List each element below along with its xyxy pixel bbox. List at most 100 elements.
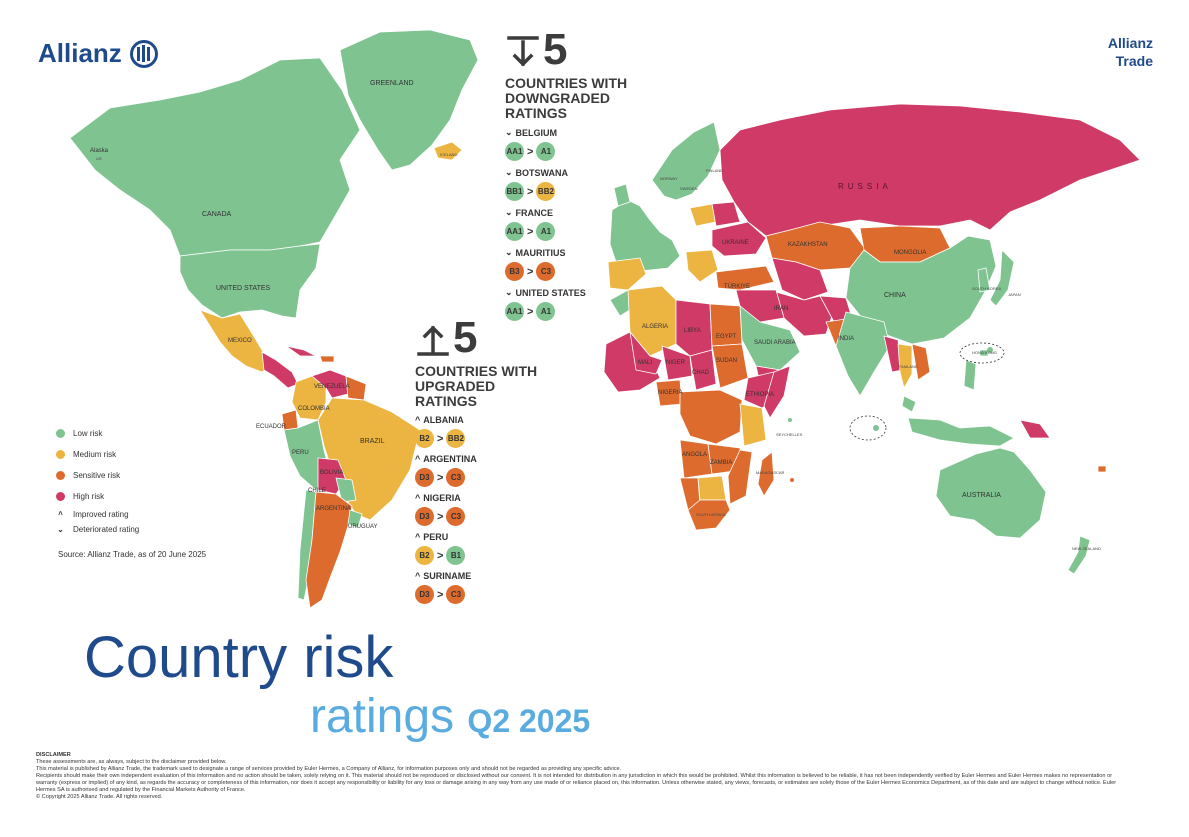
downgrades-header: 5 [505, 28, 627, 72]
rating-from-badge: BB1 [505, 182, 524, 201]
label-sweden: SWEDEN [680, 186, 698, 191]
label-mexico: MEXICO [228, 338, 252, 344]
page-subtitle-year: Q2 2025 [467, 703, 591, 739]
downgrade-ratings: B3 > C3 [505, 262, 627, 281]
label-ecuador: ECUADOR [256, 424, 287, 430]
label-russia: RUSSIA [838, 182, 892, 191]
disclaimer: DISCLAIMER These assessments are, as alw… [36, 752, 1126, 801]
label-mongolia: MONGOLIA [894, 250, 927, 256]
trade-logo-line1: Allianz [1107, 35, 1153, 51]
allianz-eagle-icon [129, 39, 158, 68]
rating-arrow: > [437, 432, 444, 445]
rating-from-badge: AA1 [505, 222, 524, 241]
chevron-up-icon: ^ [415, 532, 421, 542]
region-mozambique [727, 449, 753, 505]
label-seychelles: SEYCHELLES [776, 432, 803, 437]
region-malaysia [901, 395, 917, 413]
region-madagascar [757, 451, 775, 497]
label-iran: IRAN [774, 306, 789, 312]
label-canada: CANADA [202, 211, 232, 218]
chevron-up-icon: ^ [415, 415, 421, 425]
legend-sensitive-risk: Sensitive risk [56, 465, 139, 486]
region-vietnam [911, 343, 931, 381]
label-sudan: SUDAN [716, 358, 738, 364]
region-scandinavia [651, 121, 721, 201]
source-note: Source: Allianz Trade, as of 20 June 202… [58, 550, 207, 559]
upgrade-country: ^ ARGENTINA [415, 454, 537, 464]
region-iraq-syria [735, 289, 785, 323]
label-angola: ANGOLA [682, 452, 708, 458]
label-ukraine: UKRAINE [722, 240, 749, 246]
label-hong-kong: HONG KONG [972, 350, 997, 355]
chevron-down-icon: ⌄ [505, 287, 513, 297]
page-subtitle: ratings Q2 2025 [310, 690, 590, 748]
label-alaska: Alaska [90, 148, 109, 154]
downgrades-title: COUNTRIES WITH DOWNGRADED RATINGS [505, 76, 627, 121]
region-korea [977, 267, 991, 293]
label-chad: CHAD [692, 370, 710, 376]
chevron-down-icon: ⌄ [505, 127, 513, 137]
map-legend: Low risk Medium risk Sensitive risk High… [56, 423, 139, 537]
label-alaska-sub: US [96, 156, 102, 161]
rating-from-badge: D3 [415, 585, 434, 604]
marker-singapore [873, 425, 879, 431]
label-chile: CHILE [308, 488, 326, 494]
chevron-down-icon: ⌄ [505, 167, 513, 177]
legend-low-label: Low risk [73, 429, 103, 438]
downgrade-item: ⌄ FRANCE AA1 > A1 [505, 207, 627, 241]
allianz-trade-logo: Allianz Trade [1108, 34, 1153, 70]
region-botswana [697, 475, 727, 501]
disclaimer-line1: These assessments are, as always, subjec… [36, 759, 227, 765]
rating-from-badge: D3 [415, 468, 434, 487]
upgrade-country: ^ SURINAME [415, 571, 537, 581]
region-balkans [685, 249, 719, 283]
region-new-zealand [1067, 535, 1091, 575]
downgrade-ratings: BB1 > BB2 [505, 182, 627, 201]
upgrade-item: ^ SURINAME D3 > C3 [415, 571, 537, 604]
rating-from-badge: AA1 [505, 302, 524, 321]
upgrade-country-name: ALBANIA [423, 415, 464, 425]
chevron-up-icon: ^ [415, 454, 421, 464]
downgrade-item: ⌄ BELGIUM AA1 > A1 [505, 127, 627, 161]
upgrades-title: COUNTRIES WITH UPGRADED RATINGS [415, 364, 537, 409]
label-australia: AUSTRALIA [962, 492, 1001, 499]
upgrades-title-line2: UPGRADED [415, 378, 496, 394]
allianz-logo-text: Allianz [38, 38, 122, 68]
region-spain [607, 257, 647, 291]
downgrade-country: ⌄ BOTSWANA [505, 167, 627, 178]
chevron-down-icon: ⌄ [505, 247, 513, 257]
upgrades-count: 5 [453, 313, 478, 362]
label-ethiopia: ETHIOPIA [746, 392, 775, 398]
downgrades-title-line3: RATINGS [505, 105, 567, 121]
region-cuba [285, 345, 317, 357]
upgrade-country-name: PERU [423, 532, 449, 542]
region-philippines [963, 359, 977, 391]
region-poland [689, 203, 717, 227]
label-kazakhstan: KAZAKHSTAN [788, 242, 828, 248]
label-madagascar: MADAGASCAR [756, 470, 785, 475]
legend-improved-label: Improved rating [73, 510, 129, 519]
rating-to-badge: C3 [536, 262, 556, 281]
downgrade-country: ⌄ UNITED STATES [505, 287, 627, 298]
legend-sensitive-label: Sensitive risk [73, 471, 121, 480]
region-india [835, 311, 891, 397]
region-iceland [433, 141, 463, 161]
chevron-up-icon: ^ [415, 493, 421, 503]
rating-to-badge: C3 [446, 468, 466, 487]
upgrades-panel: 5 COUNTRIES WITH UPGRADED RATINGS ^ ALBAN… [415, 313, 537, 604]
downgrade-country-name: FRANCE [515, 207, 554, 218]
upgrade-item: ^ PERU B2 > B1 [415, 532, 537, 565]
upgrade-item: ^ ALBANIA B2 > BB2 [415, 415, 537, 448]
label-saudi-arabia: SAUDI ARABIA [754, 340, 796, 346]
marker-mauritius [790, 478, 794, 482]
chevron-up-icon: ^ [415, 571, 421, 581]
rating-from-badge: D3 [415, 507, 434, 526]
label-libya: LIBYA [684, 328, 701, 334]
legend-deteriorated: ⌄ Deteriorated rating [56, 522, 139, 537]
region-turkiye [715, 265, 775, 291]
region-hispaniola [319, 355, 335, 363]
downgrade-country-name: MAURITIUS [515, 247, 566, 258]
rating-to-badge: BB2 [446, 429, 466, 448]
upgrade-item: ^ ARGENTINA D3 > C3 [415, 454, 537, 487]
region-united-states [179, 243, 321, 319]
